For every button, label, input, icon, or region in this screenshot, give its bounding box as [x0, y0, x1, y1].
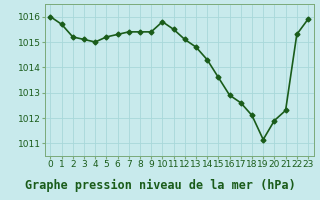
Text: Graphe pression niveau de la mer (hPa): Graphe pression niveau de la mer (hPa) — [25, 179, 295, 192]
